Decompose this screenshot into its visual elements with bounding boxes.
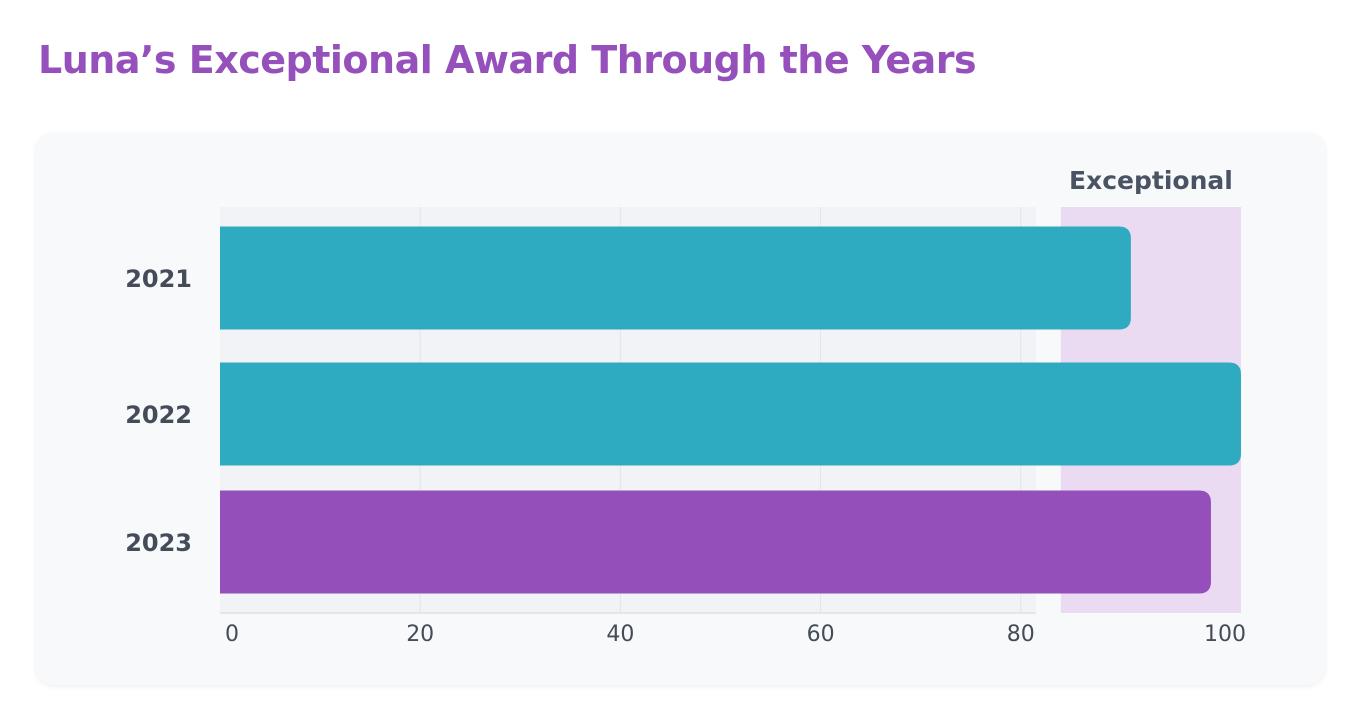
category-label: 2022 [125, 401, 192, 429]
chart-title: Luna’s Exceptional Award Through the Yea… [38, 38, 977, 82]
x-tick-label: 20 [406, 622, 434, 647]
exceptional-band-label: Exceptional [1069, 166, 1233, 195]
x-tick-label: 100 [1204, 622, 1246, 647]
chart-card: Exceptional 2021 2022 2023 0 20 40 60 80 100 [36, 133, 1325, 685]
bar-chart: Exceptional 2021 2022 2023 0 20 40 60 80 100 [125, 166, 1246, 647]
x-tick-label: 80 [1007, 622, 1035, 647]
bars [220, 226, 1241, 594]
x-tick-label: 40 [606, 622, 634, 647]
bar-2023 [220, 490, 1211, 594]
bar-2021 [220, 226, 1131, 330]
x-tick-label: 60 [807, 622, 835, 647]
category-label: 2023 [125, 529, 192, 557]
category-label: 2021 [125, 265, 192, 293]
x-tick-labels: 0 20 40 60 80 100 [225, 622, 1246, 647]
category-labels: 2021 2022 2023 [125, 265, 192, 557]
x-tick-label: 0 [225, 622, 239, 647]
bar-2022 [220, 362, 1241, 466]
